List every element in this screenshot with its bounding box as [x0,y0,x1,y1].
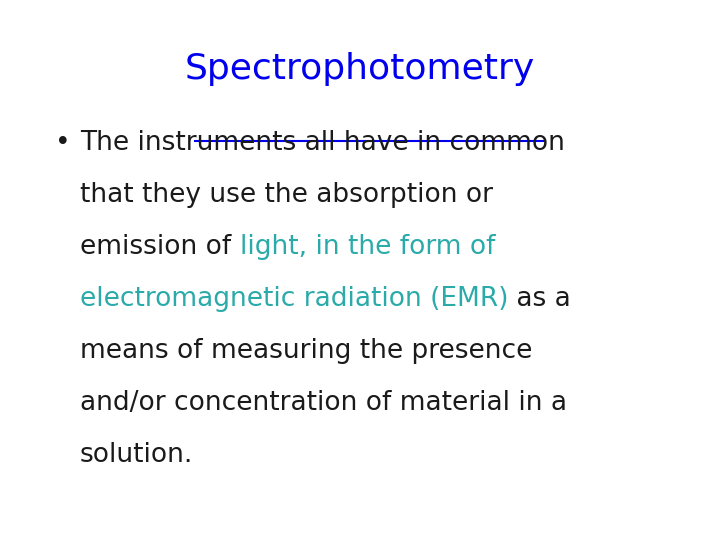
Text: light, in the form of: light, in the form of [240,234,495,260]
Text: solution.: solution. [80,442,194,468]
Text: •: • [55,130,71,156]
Text: as a: as a [508,286,571,312]
Text: emission of: emission of [80,234,240,260]
Text: Spectrophotometry: Spectrophotometry [185,52,535,86]
Text: means of measuring the presence: means of measuring the presence [80,338,532,364]
Text: The instruments all have in common: The instruments all have in common [80,130,565,156]
Text: and/or concentration of material in a: and/or concentration of material in a [80,390,567,416]
Text: electromagnetic radiation (EMR): electromagnetic radiation (EMR) [80,286,508,312]
Text: that they use the absorption or: that they use the absorption or [80,182,493,208]
